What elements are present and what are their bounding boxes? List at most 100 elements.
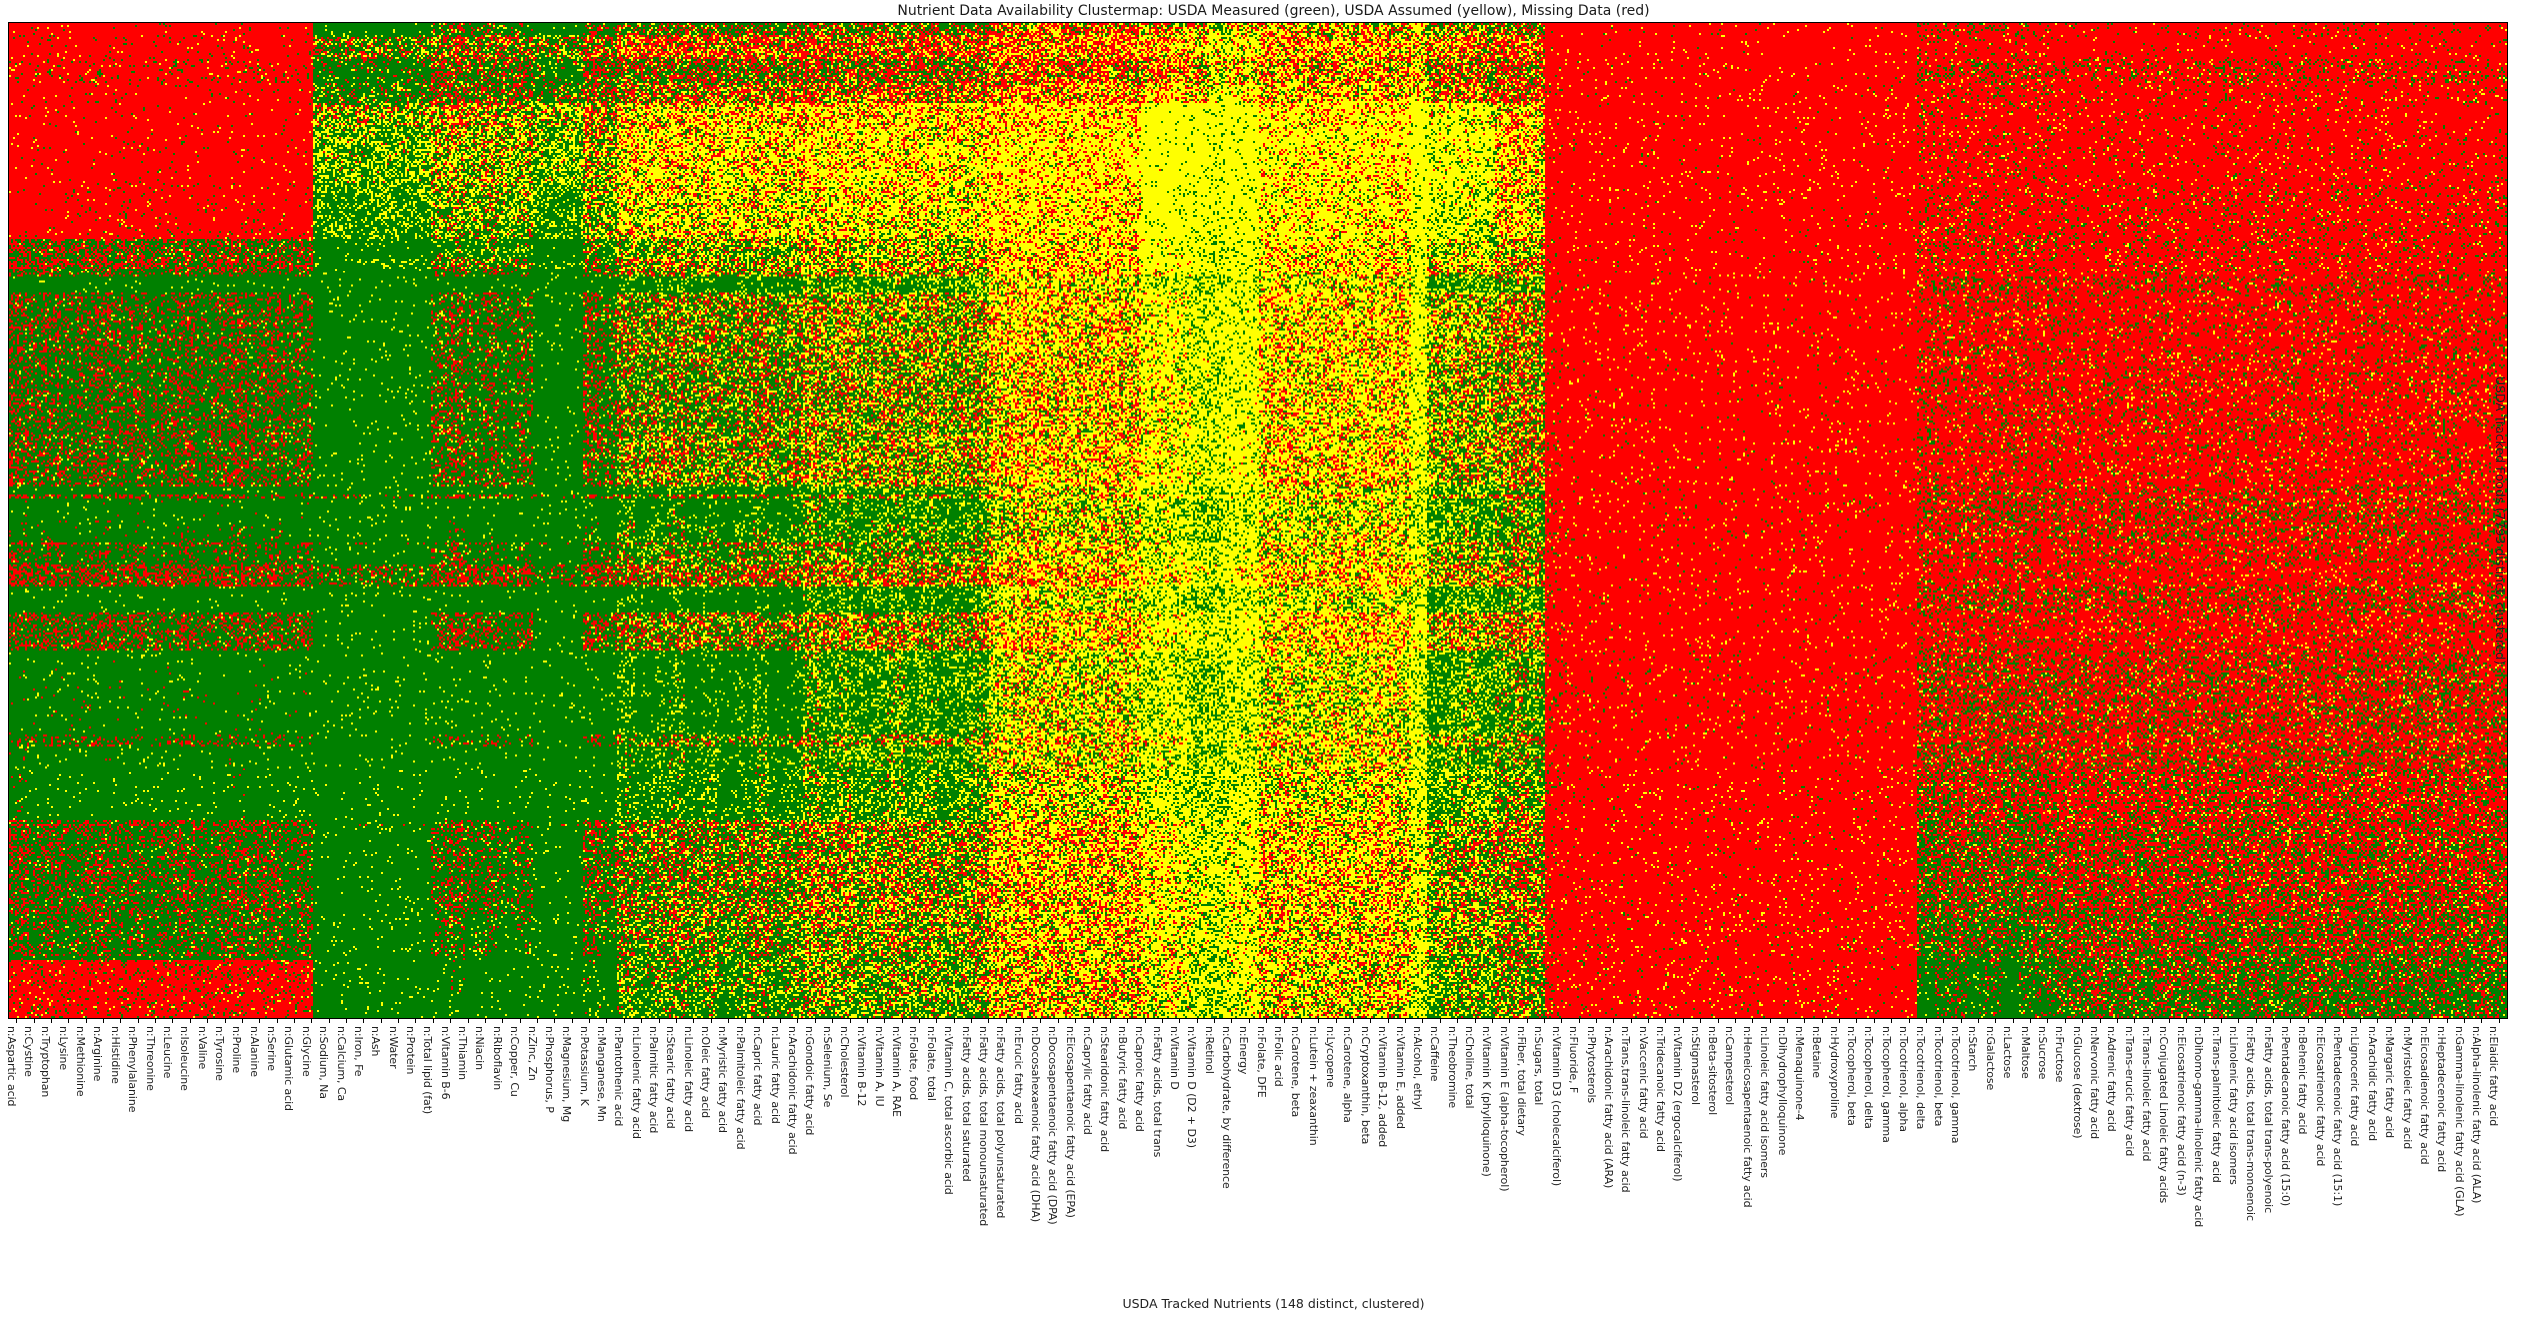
x-tick-mark xyxy=(293,1019,295,1023)
x-tick-label: n:Caproic fatty acid xyxy=(1133,1026,1147,1132)
x-tick-label: n:Eicosadienoic fatty acid xyxy=(2417,1026,2431,1165)
x-tick-mark xyxy=(2012,1019,2014,1023)
x-tick-label: n:Arachidic fatty acid xyxy=(2365,1026,2379,1141)
x-tick-mark xyxy=(1648,1019,1650,1023)
x-tick-label: n:Tryptophan xyxy=(39,1026,53,1098)
x-tick-mark xyxy=(189,1019,191,1023)
x-tick-mark xyxy=(1943,1019,1945,1023)
x-tick-mark xyxy=(832,1019,834,1023)
x-tick-mark xyxy=(85,1019,87,1023)
x-tick-label: n:Trans-erucic fatty acid xyxy=(2122,1026,2136,1157)
x-tick-mark xyxy=(172,1019,174,1023)
x-tick-label: n:Copper, Cu xyxy=(508,1026,522,1097)
x-tick-mark xyxy=(224,1019,226,1023)
x-tick-mark xyxy=(658,1019,660,1023)
x-tick-mark xyxy=(2394,1019,2396,1023)
x-tick-mark xyxy=(1248,1019,1250,1023)
x-tick-mark xyxy=(1283,1019,1285,1023)
x-tick-label: n:Eicosatrienoic fatty acid xyxy=(2313,1026,2327,1167)
x-tick-mark xyxy=(571,1019,573,1023)
x-tick-label: n:Stearidonic fatty acid xyxy=(1098,1026,1112,1153)
x-tick-label: n:Pentadecanoic fatty acid (15:0) xyxy=(2278,1026,2292,1207)
x-tick-label: n:Water xyxy=(386,1026,400,1069)
x-tick-mark xyxy=(884,1019,886,1023)
x-tick-mark xyxy=(2134,1019,2136,1023)
x-tick-label: n:Tocotrienol, delta xyxy=(1914,1026,1928,1130)
x-tick-mark xyxy=(1613,1019,1615,1023)
x-tick-label: n:Vitamin K (phylloquinone) xyxy=(1480,1026,1494,1177)
x-tick-mark xyxy=(1092,1019,1094,1023)
x-tick-label: n:Iron, Fe xyxy=(351,1026,365,1077)
x-tick-mark xyxy=(606,1019,608,1023)
x-tick-label: n:Magnesium, Mg xyxy=(560,1026,574,1123)
x-tick-mark xyxy=(1040,1019,1042,1023)
x-tick-label: n:Calcium, Ca xyxy=(334,1026,348,1102)
x-tick-mark xyxy=(710,1019,712,1023)
x-tick-mark xyxy=(1596,1019,1598,1023)
x-tick-label: n:Beta-sitosterol xyxy=(1706,1026,1720,1116)
x-tick-mark xyxy=(1231,1019,1233,1023)
x-tick-label: n:Fatty acids, total trans-monoenoic xyxy=(2244,1026,2258,1221)
x-tick-label: n:Vitamin C, total ascorbic acid xyxy=(942,1026,956,1195)
x-tick-mark xyxy=(2273,1019,2275,1023)
x-tick-mark xyxy=(2342,1019,2344,1023)
x-tick-mark xyxy=(415,1019,417,1023)
x-tick-mark xyxy=(398,1019,400,1023)
x-tick-label: n:Cryptoxanthin, beta xyxy=(1358,1026,1372,1145)
x-tick-mark xyxy=(1821,1019,1823,1023)
x-tick-label: n:Tocotrienol, gamma xyxy=(1949,1026,1963,1144)
x-tick-label: n:Proline xyxy=(230,1026,244,1074)
x-tick-mark xyxy=(2186,1019,2188,1023)
x-tick-label: n:Lysine xyxy=(56,1026,70,1071)
x-tick-mark xyxy=(484,1019,486,1023)
x-tick-mark xyxy=(1370,1019,1372,1023)
x-tick-label: n:Glutamic acid xyxy=(282,1026,296,1111)
x-tick-label: n:Dihydrophylloquinone xyxy=(1775,1026,1789,1156)
x-tick-label: n:Elaidic fatty acid xyxy=(2487,1026,2501,1127)
x-tick-label: n:Fiber, total dietary xyxy=(1515,1026,1529,1136)
x-tick-mark xyxy=(727,1019,729,1023)
x-tick-mark xyxy=(901,1019,903,1023)
x-tick-label: n:Gondoic fatty acid xyxy=(803,1026,817,1136)
x-tick-label: n:Trans,trans-linoleic fatty acid xyxy=(1619,1026,1633,1193)
x-tick-label: n:Fatty acids, total saturated xyxy=(959,1026,973,1182)
x-tick-label: n:Stearic fatty acid xyxy=(664,1026,678,1129)
x-tick-mark xyxy=(971,1019,973,1023)
x-tick-mark xyxy=(1960,1019,1962,1023)
x-tick-mark xyxy=(2151,1019,2153,1023)
x-tick-label: n:Thiamin xyxy=(456,1026,470,1081)
x-tick-label: n:Menaquinone-4 xyxy=(1792,1026,1806,1121)
x-tick-label: n:Betaine xyxy=(1810,1026,1824,1078)
x-tick-mark xyxy=(1109,1019,1111,1023)
x-tick-label: n:Tocopherol, gamma xyxy=(1879,1026,1893,1143)
x-tick-mark xyxy=(1023,1019,1025,1023)
x-tick-mark xyxy=(2412,1019,2413,1023)
x-tick-mark xyxy=(1057,1019,1059,1023)
x-tick-mark xyxy=(1162,1019,1163,1023)
x-tick-mark xyxy=(1908,1019,1910,1023)
x-tick-mark xyxy=(1266,1019,1268,1023)
x-tick-label: n:Cholesterol xyxy=(838,1026,851,1098)
x-tick-label: n:Folic acid xyxy=(1272,1026,1286,1087)
x-tick-label: n:Vaccenic fatty acid xyxy=(1636,1026,1650,1139)
x-tick-mark xyxy=(2481,1019,2483,1023)
x-tick-label: n:Tridecanoic fatty acid xyxy=(1653,1026,1667,1152)
x-tick-label: n:Vitamin A, IU xyxy=(872,1026,886,1107)
x-tick-label: n:Alanine xyxy=(247,1026,261,1077)
x-tick-label: n:Niacin xyxy=(473,1026,487,1070)
x-tick-mark xyxy=(2377,1019,2379,1023)
x-tick-label: n:Fatty acids, total monounsaturated xyxy=(976,1026,990,1227)
heatmap-canvas xyxy=(9,23,2507,1018)
x-tick-label: n:Fatty acids, total trans xyxy=(1150,1026,1164,1158)
x-tick-mark xyxy=(1318,1019,1320,1023)
x-tick-mark xyxy=(1995,1019,1997,1023)
x-tick-label: n:Vitamin A, RAE xyxy=(890,1026,904,1117)
x-tick-label: n:Sucrose xyxy=(2035,1026,2049,1080)
x-tick-label: n:Folate, food xyxy=(907,1026,921,1101)
x-tick-mark xyxy=(50,1019,52,1023)
x-tick-mark xyxy=(797,1019,799,1023)
x-tick-mark xyxy=(2099,1019,2101,1023)
x-tick-mark xyxy=(241,1019,243,1023)
x-tick-label: n:Potassium, K xyxy=(577,1026,591,1106)
x-tick-label: n:Fructose xyxy=(2053,1026,2067,1083)
